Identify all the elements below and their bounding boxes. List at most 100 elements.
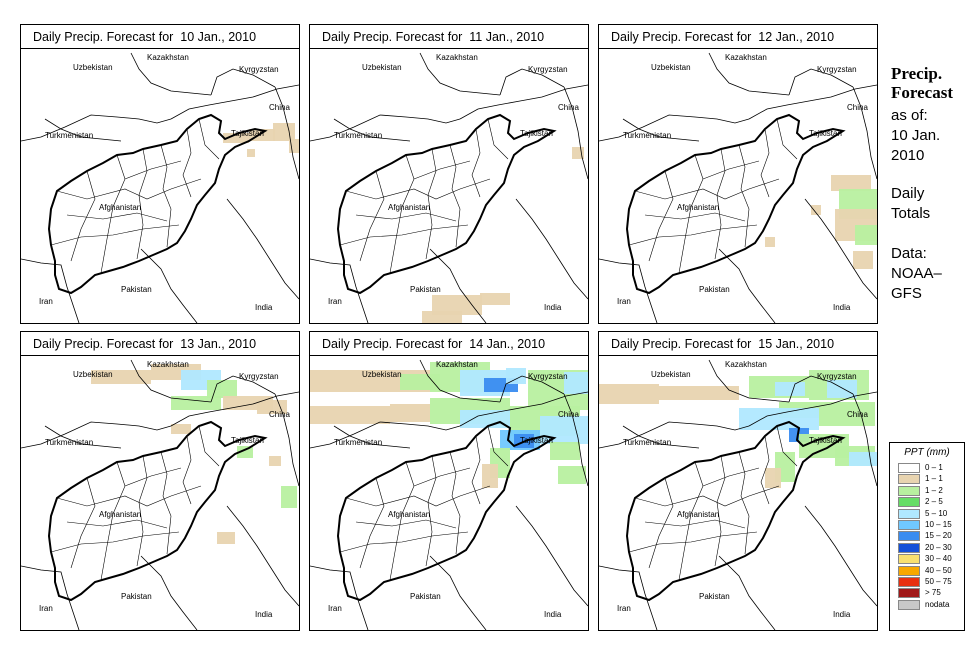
precip-overlay bbox=[310, 362, 588, 488]
country-border bbox=[852, 86, 877, 180]
map-label-kyrgyzstan: Kyrgyzstan bbox=[239, 372, 279, 381]
sidebar-title: Precip. Forecast bbox=[891, 64, 953, 102]
map-label-uzbekistan: Uzbekistan bbox=[362, 63, 402, 72]
precip-cell bbox=[739, 408, 819, 430]
map-label-kyrgyzstan: Kyrgyzstan bbox=[239, 65, 279, 74]
country-border bbox=[788, 68, 854, 96]
sidebar-asof: as of: 10 Jan. 2010 bbox=[891, 106, 940, 166]
map-label-india: India bbox=[544, 303, 562, 312]
province-border bbox=[359, 170, 385, 262]
province-border bbox=[648, 170, 674, 262]
province-border bbox=[66, 519, 168, 529]
sidebar-data-line3: GFS bbox=[891, 285, 922, 302]
legend-item: 30 – 40 bbox=[890, 553, 964, 565]
legend-item: 2 – 5 bbox=[890, 496, 964, 508]
legend-item: nodata bbox=[890, 599, 964, 610]
province-border bbox=[487, 118, 509, 160]
legend-item: 15 – 20 bbox=[890, 530, 964, 542]
forecast-map: Uzbekistan Kazakhstan Kyrgyzstan China Turkm… bbox=[310, 52, 588, 323]
country-border bbox=[419, 359, 501, 403]
province-border bbox=[776, 118, 798, 160]
precip-cell bbox=[217, 532, 235, 544]
panel-title: Daily Precip. Forecast for 10 Jan., 2010 bbox=[21, 25, 299, 49]
country-border bbox=[419, 52, 501, 96]
map-label-tajikistan: Tajikistan bbox=[809, 129, 842, 138]
country-border bbox=[333, 118, 411, 142]
country-border bbox=[748, 391, 877, 427]
precip-cell bbox=[558, 466, 586, 484]
precip-cell bbox=[273, 123, 295, 141]
country-border bbox=[274, 86, 299, 180]
panel-title: Daily Precip. Forecast for 12 Jan., 2010 bbox=[599, 25, 877, 49]
map-label-afghanistan: Afghanistan bbox=[677, 203, 719, 212]
precip-cell bbox=[422, 311, 462, 323]
map-label-kazakhstan: Kazakhstan bbox=[436, 360, 478, 369]
forecast-panel-6: Daily Precip. Forecast for 15 Jan., 2010… bbox=[598, 331, 878, 631]
precip-cell bbox=[853, 251, 873, 269]
precip-cell bbox=[765, 237, 775, 247]
precip-cell bbox=[765, 468, 781, 488]
province-border bbox=[124, 160, 182, 180]
province-border bbox=[628, 224, 758, 246]
map-label-tajikistan: Tajikistan bbox=[520, 129, 553, 138]
sidebar-data-source: Data: NOAA– GFS bbox=[891, 244, 942, 304]
country-border bbox=[563, 393, 588, 487]
province-border bbox=[634, 178, 780, 200]
province-border bbox=[678, 461, 704, 581]
legend-title: PPT (mm) bbox=[904, 447, 950, 458]
afghanistan-outline bbox=[625, 420, 846, 602]
afghanistan-outline bbox=[336, 113, 557, 295]
sidebar-title-line1: Precip. bbox=[891, 64, 943, 83]
map-label-tajikistan: Tajikistan bbox=[809, 436, 842, 445]
country-border bbox=[599, 258, 658, 323]
legend-label: 5 – 10 bbox=[925, 508, 948, 518]
precip-cell bbox=[811, 205, 821, 215]
legend-swatch bbox=[898, 485, 920, 496]
country-border bbox=[130, 359, 212, 403]
province-border bbox=[160, 451, 172, 555]
precip-cell bbox=[289, 139, 299, 153]
map-label-kazakhstan: Kazakhstan bbox=[725, 360, 767, 369]
province-border bbox=[738, 451, 750, 555]
country-border bbox=[429, 248, 487, 323]
precip-cell bbox=[257, 400, 287, 414]
province-border bbox=[359, 477, 385, 569]
map-label-iran: Iran bbox=[39, 604, 53, 613]
map-label-iran: Iran bbox=[39, 297, 53, 306]
legend-label: 40 – 50 bbox=[925, 565, 952, 575]
legend-swatch bbox=[898, 554, 920, 565]
map-label-uzbekistan: Uzbekistan bbox=[73, 370, 113, 379]
province-border bbox=[56, 485, 202, 507]
country-border bbox=[333, 425, 411, 449]
province-border bbox=[644, 519, 746, 529]
country-border bbox=[44, 425, 122, 449]
map-label-china: China bbox=[847, 410, 868, 419]
precip-overlay bbox=[765, 175, 877, 269]
province-border bbox=[425, 455, 437, 567]
map-label-iran: Iran bbox=[617, 604, 631, 613]
country-border bbox=[748, 84, 877, 120]
precip-cell bbox=[269, 456, 281, 466]
legend-label: 2 – 5 bbox=[925, 497, 943, 507]
precip-cell bbox=[310, 406, 390, 424]
province-border bbox=[124, 467, 182, 487]
map-label-pakistan: Pakistan bbox=[410, 285, 441, 294]
country-border bbox=[563, 86, 588, 180]
country-border bbox=[599, 421, 750, 449]
map-label-uzbekistan: Uzbekistan bbox=[651, 370, 691, 379]
province-border bbox=[760, 435, 770, 505]
map-label-pakistan: Pakistan bbox=[121, 592, 152, 601]
precip-cell bbox=[819, 402, 875, 426]
country-border bbox=[226, 198, 299, 300]
country-border bbox=[804, 505, 877, 607]
country-border bbox=[429, 555, 487, 630]
legend-swatch bbox=[898, 542, 920, 553]
country-border bbox=[226, 505, 299, 607]
province-border bbox=[70, 170, 96, 262]
province-border bbox=[471, 128, 481, 198]
map-label-india: India bbox=[833, 303, 851, 312]
province-border bbox=[471, 435, 481, 505]
country-border bbox=[515, 505, 588, 607]
precip-cell bbox=[171, 396, 221, 410]
precip-cell bbox=[540, 416, 588, 444]
